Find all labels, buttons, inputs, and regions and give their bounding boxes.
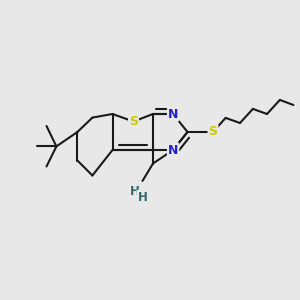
Text: N: N xyxy=(168,107,178,121)
Text: H: H xyxy=(138,190,147,204)
Text: H: H xyxy=(130,185,140,198)
Text: S: S xyxy=(208,125,217,139)
Text: N: N xyxy=(168,143,178,157)
Text: S: S xyxy=(129,115,138,128)
